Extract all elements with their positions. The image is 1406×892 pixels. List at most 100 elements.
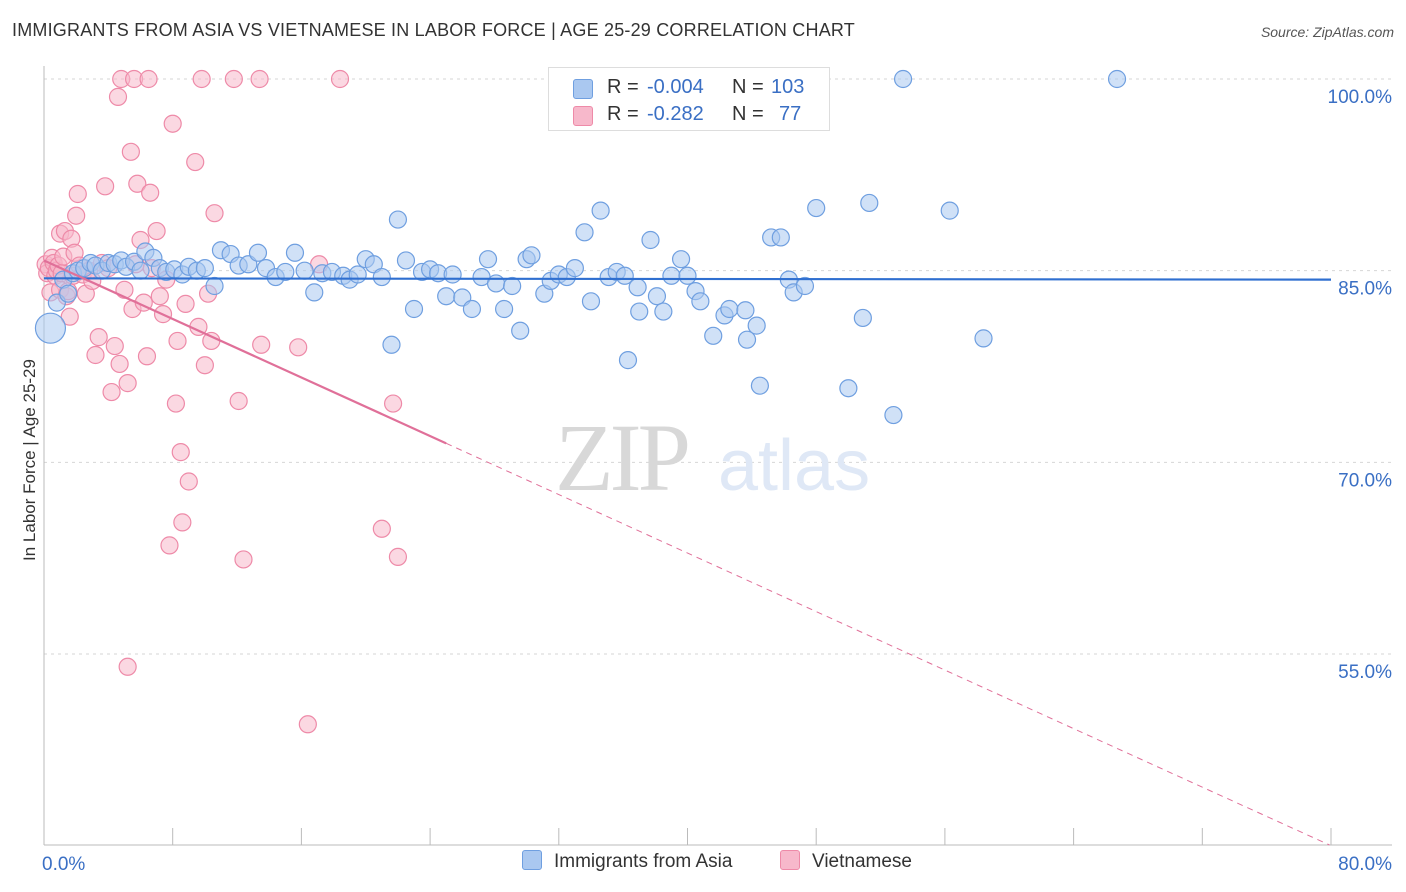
- data-point-vietnamese: [67, 206, 86, 225]
- trend-line-vietnamese: [43, 259, 447, 445]
- legend-n-label: N =: [732, 103, 764, 125]
- data-point-vietnamese: [102, 382, 121, 402]
- data-point-asia: [462, 299, 482, 319]
- data-point-asia: [662, 266, 681, 285]
- data-point-vietnamese: [141, 183, 160, 202]
- data-point-asia: [736, 301, 755, 320]
- data-point-vietnamese: [173, 513, 192, 532]
- bottom-legend-swatch-vietnamese: [780, 850, 800, 870]
- data-point-vietnamese: [166, 394, 186, 413]
- data-point-asia: [771, 228, 790, 247]
- data-point-vietnamese: [179, 472, 198, 491]
- data-point-asia: [618, 351, 638, 370]
- data-point-asia: [647, 287, 667, 306]
- data-point-asia: [581, 292, 601, 311]
- legend-r-label: R =: [607, 76, 639, 98]
- y-tick-label: 100.0%: [1328, 87, 1393, 108]
- data-point-asia: [495, 299, 514, 319]
- data-point-asia: [382, 335, 401, 354]
- data-point-asia: [364, 255, 383, 274]
- data-point-asia: [615, 266, 634, 285]
- data-point-vietnamese: [192, 69, 211, 89]
- trend-lines: [43, 259, 1332, 846]
- data-point-vietnamese: [298, 715, 317, 734]
- data-point-asia: [503, 276, 522, 296]
- data-point-asia: [860, 193, 879, 213]
- data-point-asia: [372, 267, 391, 287]
- data-point-vietnamese: [121, 142, 140, 161]
- bottom-legend-label-asia: Immigrants from Asia: [554, 851, 733, 872]
- legend-r-value: -0.004: [647, 76, 704, 98]
- data-point-asia: [195, 259, 214, 278]
- data-point-vietnamese: [330, 69, 350, 89]
- trend-line-asia: [43, 277, 1332, 281]
- data-point-asia: [437, 287, 456, 306]
- data-point-asia: [691, 292, 710, 311]
- data-point-asia: [276, 262, 295, 282]
- data-point-asia: [486, 274, 506, 293]
- data-point-vietnamese: [186, 152, 205, 172]
- x-tick-label: 0.0%: [42, 854, 85, 875]
- axes: [43, 66, 1392, 846]
- data-point-asia: [59, 284, 78, 303]
- data-point-asia: [591, 201, 610, 220]
- data-point-asia: [654, 302, 673, 321]
- data-point-vietnamese: [168, 331, 187, 351]
- data-point-asia: [630, 302, 649, 321]
- data-point-asia: [305, 283, 324, 302]
- source-label: Source: ZipAtlas.com: [1260, 24, 1394, 40]
- watermark-zip: ZIP: [555, 404, 688, 511]
- data-point-asia: [295, 261, 314, 280]
- data-point-asia: [704, 326, 723, 345]
- data-point-asia: [348, 265, 367, 284]
- data-point-vietnamese: [118, 657, 137, 676]
- data-point-vietnamese: [137, 347, 157, 366]
- data-point-vietnamese: [224, 69, 243, 89]
- data-point-asia: [795, 276, 815, 296]
- data-point-asia: [404, 299, 424, 319]
- data-point-asia: [807, 198, 826, 218]
- data-point-vietnamese: [205, 204, 224, 223]
- data-point-asia: [131, 261, 150, 280]
- data-point-asia: [641, 230, 660, 250]
- data-point-vietnamese: [150, 287, 169, 306]
- data-point-asia: [388, 210, 408, 229]
- legend-n-label: N =: [732, 76, 764, 98]
- legend-swatch-vietnamese: [573, 106, 593, 126]
- data-point-asia: [478, 250, 498, 269]
- data-point-vietnamese: [195, 356, 214, 375]
- trend-line-vietnamese-extension: [445, 442, 1330, 846]
- data-point-asia: [565, 259, 584, 278]
- data-point-vietnamese: [115, 280, 134, 299]
- data-point-vietnamese: [68, 184, 87, 204]
- data-point-vietnamese: [383, 394, 403, 413]
- data-point-asia: [575, 223, 594, 242]
- data-point-asia: [853, 308, 872, 328]
- bottom-legend-vietnamese: Vietnamese: [780, 850, 912, 873]
- data-point-vietnamese: [234, 550, 253, 569]
- y-tick-label: 70.0%: [1338, 470, 1392, 491]
- bottom-legend-label-vietnamese: Vietnamese: [812, 851, 912, 872]
- data-point-vietnamese: [108, 87, 128, 106]
- data-point-asia: [671, 250, 691, 269]
- legend-row-asia: R = -0.004 N = 103: [549, 75, 829, 101]
- legend-n-value: 77: [779, 103, 802, 125]
- data-point-asia: [1107, 69, 1127, 89]
- series-immigrants-from-asia: [34, 69, 1127, 425]
- data-point-vietnamese: [118, 374, 137, 393]
- data-point-vietnamese: [60, 307, 79, 326]
- legend-row-vietnamese: R = -0.282 N = 77: [549, 102, 829, 128]
- legend-r-value: -0.282: [647, 103, 704, 125]
- legend-n-value: 103: [771, 76, 805, 98]
- data-point-vietnamese: [229, 391, 248, 411]
- data-point-asia: [443, 265, 462, 284]
- data-point-vietnamese: [139, 69, 158, 89]
- data-point-asia: [248, 243, 268, 262]
- data-point-vietnamese: [147, 221, 166, 241]
- data-point-asia: [628, 278, 647, 297]
- bottom-legend-swatch-asia: [522, 850, 542, 870]
- data-point-asia: [940, 201, 959, 220]
- data-point-vietnamese: [89, 328, 108, 347]
- legend-swatch-asia: [573, 79, 593, 99]
